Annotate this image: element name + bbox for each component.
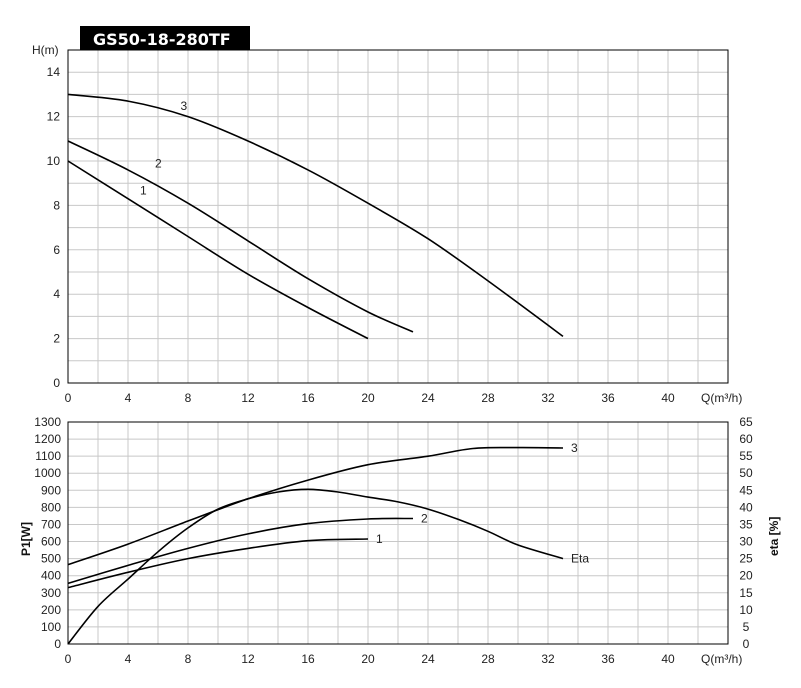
power-y-tick-label: 300 [41,586,61,600]
power-y-tick-label: 1300 [34,415,61,429]
power-curves: 1 2 3 Eta [67,441,589,645]
power-curve-label-3: 3 [571,441,578,455]
power-x-tick-label: 0 [65,652,72,666]
head-x-axis-label: Q(m³/h) [701,391,742,405]
eta-y-tick-label: 20 [739,569,753,583]
power-y-tick-label: 400 [41,569,61,583]
power-chart-frame [67,421,729,645]
head-x-tick-label: 24 [421,391,435,405]
head-x-tick-label: 32 [541,391,555,405]
head-y-tick-label: 2 [53,332,60,346]
eta-y-tick-label: 45 [739,483,753,497]
eta-y-tick-label: 50 [739,466,753,480]
eta-y-tick-label: 60 [739,432,753,446]
power-y-axis-label: P1[W] [19,522,33,556]
eta-y-tick-label: 15 [739,586,753,600]
chart-title: GS50-18-280TF [93,30,231,49]
head-x-tick-label: 20 [361,391,375,405]
power-x-tick-label: 32 [541,652,555,666]
head-curve-label-3: 3 [181,99,188,113]
power-y-tick-label: 900 [41,483,61,497]
power-curve-1 [67,538,369,589]
head-y-tick-label: 0 [53,376,60,390]
power-curve-2 [67,517,414,585]
power-x-tick-label: 8 [185,652,192,666]
head-y-tick-label: 4 [53,287,60,301]
power-x-ticks: 0 4 8 12 16 20 24 28 32 36 40 [65,652,675,666]
power-y-tick-label: 500 [41,552,61,566]
power-x-tick-label: 12 [241,652,255,666]
power-x-tick-label: 36 [601,652,615,666]
eta-y-tick-label: 65 [739,415,753,429]
head-y-tick-label: 6 [53,243,60,257]
power-curve-eta [67,488,564,645]
eta-y-tick-label: 0 [743,637,750,651]
eta-y-tick-label: 40 [739,500,753,514]
head-x-tick-label: 8 [185,391,192,405]
eta-y-tick-label: 30 [739,535,753,549]
power-y-tick-label: 1200 [34,432,61,446]
head-y-tick-label: 14 [47,65,61,79]
head-y-tick-label: 8 [53,198,60,212]
power-x-tick-label: 28 [481,652,495,666]
head-x-tick-label: 12 [241,391,255,405]
power-curve-label-2: 2 [421,511,428,525]
head-curve-2 [67,140,414,333]
head-x-tick-label: 16 [301,391,315,405]
power-y-tick-label: 100 [41,620,61,634]
power-y-tick-label: 1100 [35,449,61,463]
head-x-tick-label: 4 [125,391,132,405]
power-x-axis-label: Q(m³/h) [701,652,742,666]
head-curve-3 [67,93,564,338]
power-y-tick-label: 0 [54,637,61,651]
power-y-tick-label: 200 [41,603,61,617]
head-y-ticks: 0 2 4 6 8 10 12 14 [47,65,61,390]
power-x-tick-label: 16 [301,652,315,666]
head-x-tick-label: 36 [601,391,615,405]
eta-y-tick-label: 25 [739,552,753,566]
power-y-tick-label: 800 [41,500,61,514]
power-x-tick-label: 24 [421,652,435,666]
power-x-tick-label: 40 [661,652,675,666]
head-x-tick-label: 0 [65,391,72,405]
eta-y-tick-label: 55 [739,449,753,463]
eta-y-ticks: 0 5 10 15 20 25 30 35 40 45 50 55 60 65 [739,415,753,651]
power-y-ticks: 0 100 200 300 400 500 600 700 800 900 1000 1100 1200… [34,415,61,651]
head-x-tick-label: 40 [661,391,675,405]
head-y-axis-label: H(m) [32,43,59,57]
eta-y-tick-label: 35 [739,517,753,531]
head-curves: 12 3 [67,93,564,340]
power-chart-grid [68,422,728,644]
head-y-tick-label: 12 [47,110,61,124]
title-banner [80,26,250,50]
power-y-tick-label: 1000 [34,466,61,480]
eta-y-tick-label: 10 [739,603,753,617]
power-y-tick-label: 600 [41,535,61,549]
eta-y-tick-label: 5 [743,620,750,634]
head-x-ticks: 0 4 8 12 16 20 24 28 32 36 40 [65,391,675,405]
head-y-tick-label: 10 [47,154,61,168]
power-x-tick-label: 20 [361,652,375,666]
head-x-tick-label: 28 [481,391,495,405]
power-curve-3 [67,446,564,566]
head-curve-1 [67,160,369,340]
head-curve-label-1: 1 [140,183,147,197]
power-curve-label-1: 1 [376,532,383,546]
power-curve-label-eta: Eta [571,552,589,566]
power-y-tick-label: 700 [41,517,61,531]
head-curve-label-2: 2 [155,157,162,171]
head-chart-frame [67,49,729,384]
power-x-tick-label: 4 [125,652,132,666]
head-chart-grid [68,50,728,383]
eta-y-axis-label: eta [%] [767,517,781,556]
